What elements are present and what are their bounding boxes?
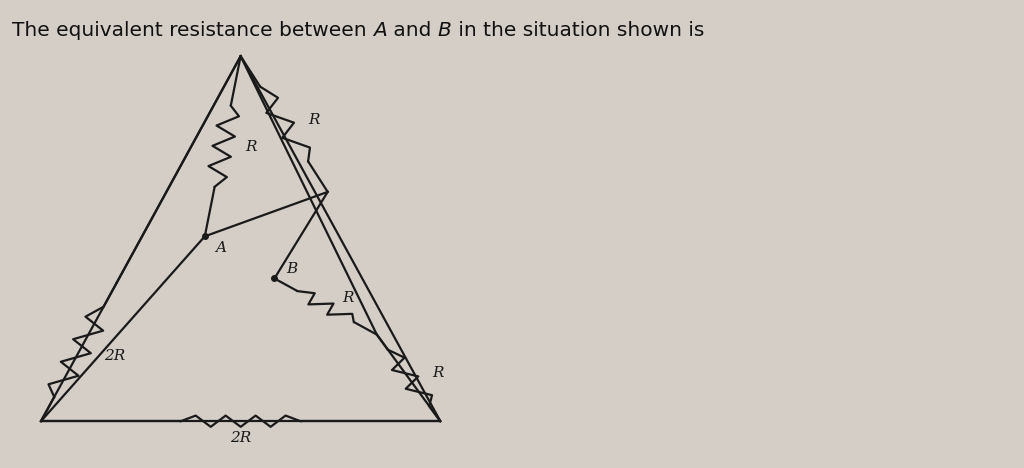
Text: A: A: [215, 241, 226, 255]
Text: R: R: [308, 113, 319, 127]
Text: R: R: [432, 366, 443, 380]
Text: The equivalent resistance between: The equivalent resistance between: [12, 21, 374, 40]
Text: R: R: [246, 140, 257, 154]
Text: and: and: [387, 21, 438, 40]
Text: in the situation shown is: in the situation shown is: [452, 21, 703, 40]
Text: B: B: [438, 21, 452, 40]
Text: B: B: [287, 262, 298, 276]
Text: 2R: 2R: [230, 431, 251, 445]
Text: A: A: [374, 21, 387, 40]
Text: R: R: [342, 291, 353, 305]
Text: 2R: 2R: [104, 349, 125, 363]
